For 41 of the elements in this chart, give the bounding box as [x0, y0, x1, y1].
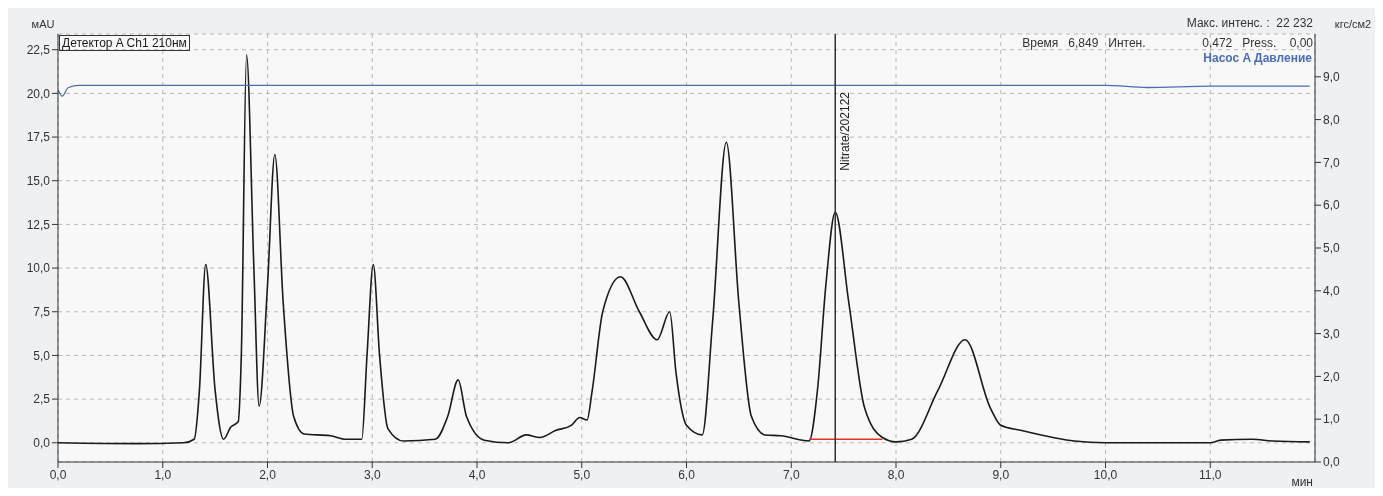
y-axis-title: мAU — [31, 18, 55, 30]
x-tick-label: 2,0 — [259, 467, 277, 482]
x-axis-title: мин — [1291, 475, 1313, 489]
x-tick-label: 4,0 — [468, 467, 486, 482]
y2-tick-label: 6,0 — [1323, 198, 1341, 213]
line-series — [58, 54, 1311, 445]
x-tick-label: 11,0 — [1199, 467, 1222, 482]
x-tick-label: 5,0 — [573, 467, 591, 482]
y2-tick-label: 0,0 — [1323, 455, 1341, 470]
y2-tick-label: 7,0 — [1323, 155, 1341, 170]
y-tick-label: 15,0 — [26, 174, 51, 188]
y2-tick-label: 8,0 — [1323, 112, 1341, 127]
y2-tick-label: 1,0 — [1323, 412, 1341, 427]
y-tick-label: 20,0 — [26, 86, 51, 101]
y-tick-label: 17,5 — [26, 130, 51, 145]
y2-tick-label: 4,0 — [1323, 284, 1341, 299]
y2-tick-label: 3,0 — [1323, 326, 1341, 341]
y-tick-label: 7,5 — [33, 305, 51, 320]
y2-tick-label: 5,0 — [1323, 241, 1341, 256]
y2-axis-title: кгс/см2 — [1334, 18, 1372, 30]
x-tick-label: 9,0 — [992, 467, 1010, 482]
x-tick-label: 0,0 — [49, 467, 67, 482]
x-tick-label: 1,0 — [154, 467, 172, 482]
y-tick-label: 10,0 — [26, 261, 51, 276]
y-tick-label: 12,5 — [26, 217, 51, 232]
annotation: Время 6,849 Интен. 0,472 Press. 0,00 — [1022, 36, 1313, 50]
x-tick-label: 6,0 — [678, 467, 696, 482]
text: Макс. интенс. : 22 232 — [1186, 16, 1313, 30]
y2-tick-label: 9,0 — [1323, 70, 1341, 85]
series-label: Насос A Давление — [1203, 51, 1312, 65]
ref-line-label: Nitrate/202122 — [838, 91, 853, 171]
y-tick-label: 2,5 — [33, 392, 51, 407]
x-tick-label: 8,0 — [887, 467, 905, 482]
y-tick-label: 22,5 — [26, 42, 51, 57]
y2-tick-label: 2,0 — [1323, 369, 1341, 384]
y-tick-label: 5,0 — [33, 348, 51, 363]
x-tick-label: 3,0 — [363, 467, 381, 482]
x-tick-label: 7,0 — [782, 467, 800, 482]
text: Детектор A Ch1 210нм — [59, 35, 190, 51]
x-tick-label: 10,0 — [1093, 467, 1118, 482]
y-tick-label: 0,0 — [33, 436, 51, 451]
